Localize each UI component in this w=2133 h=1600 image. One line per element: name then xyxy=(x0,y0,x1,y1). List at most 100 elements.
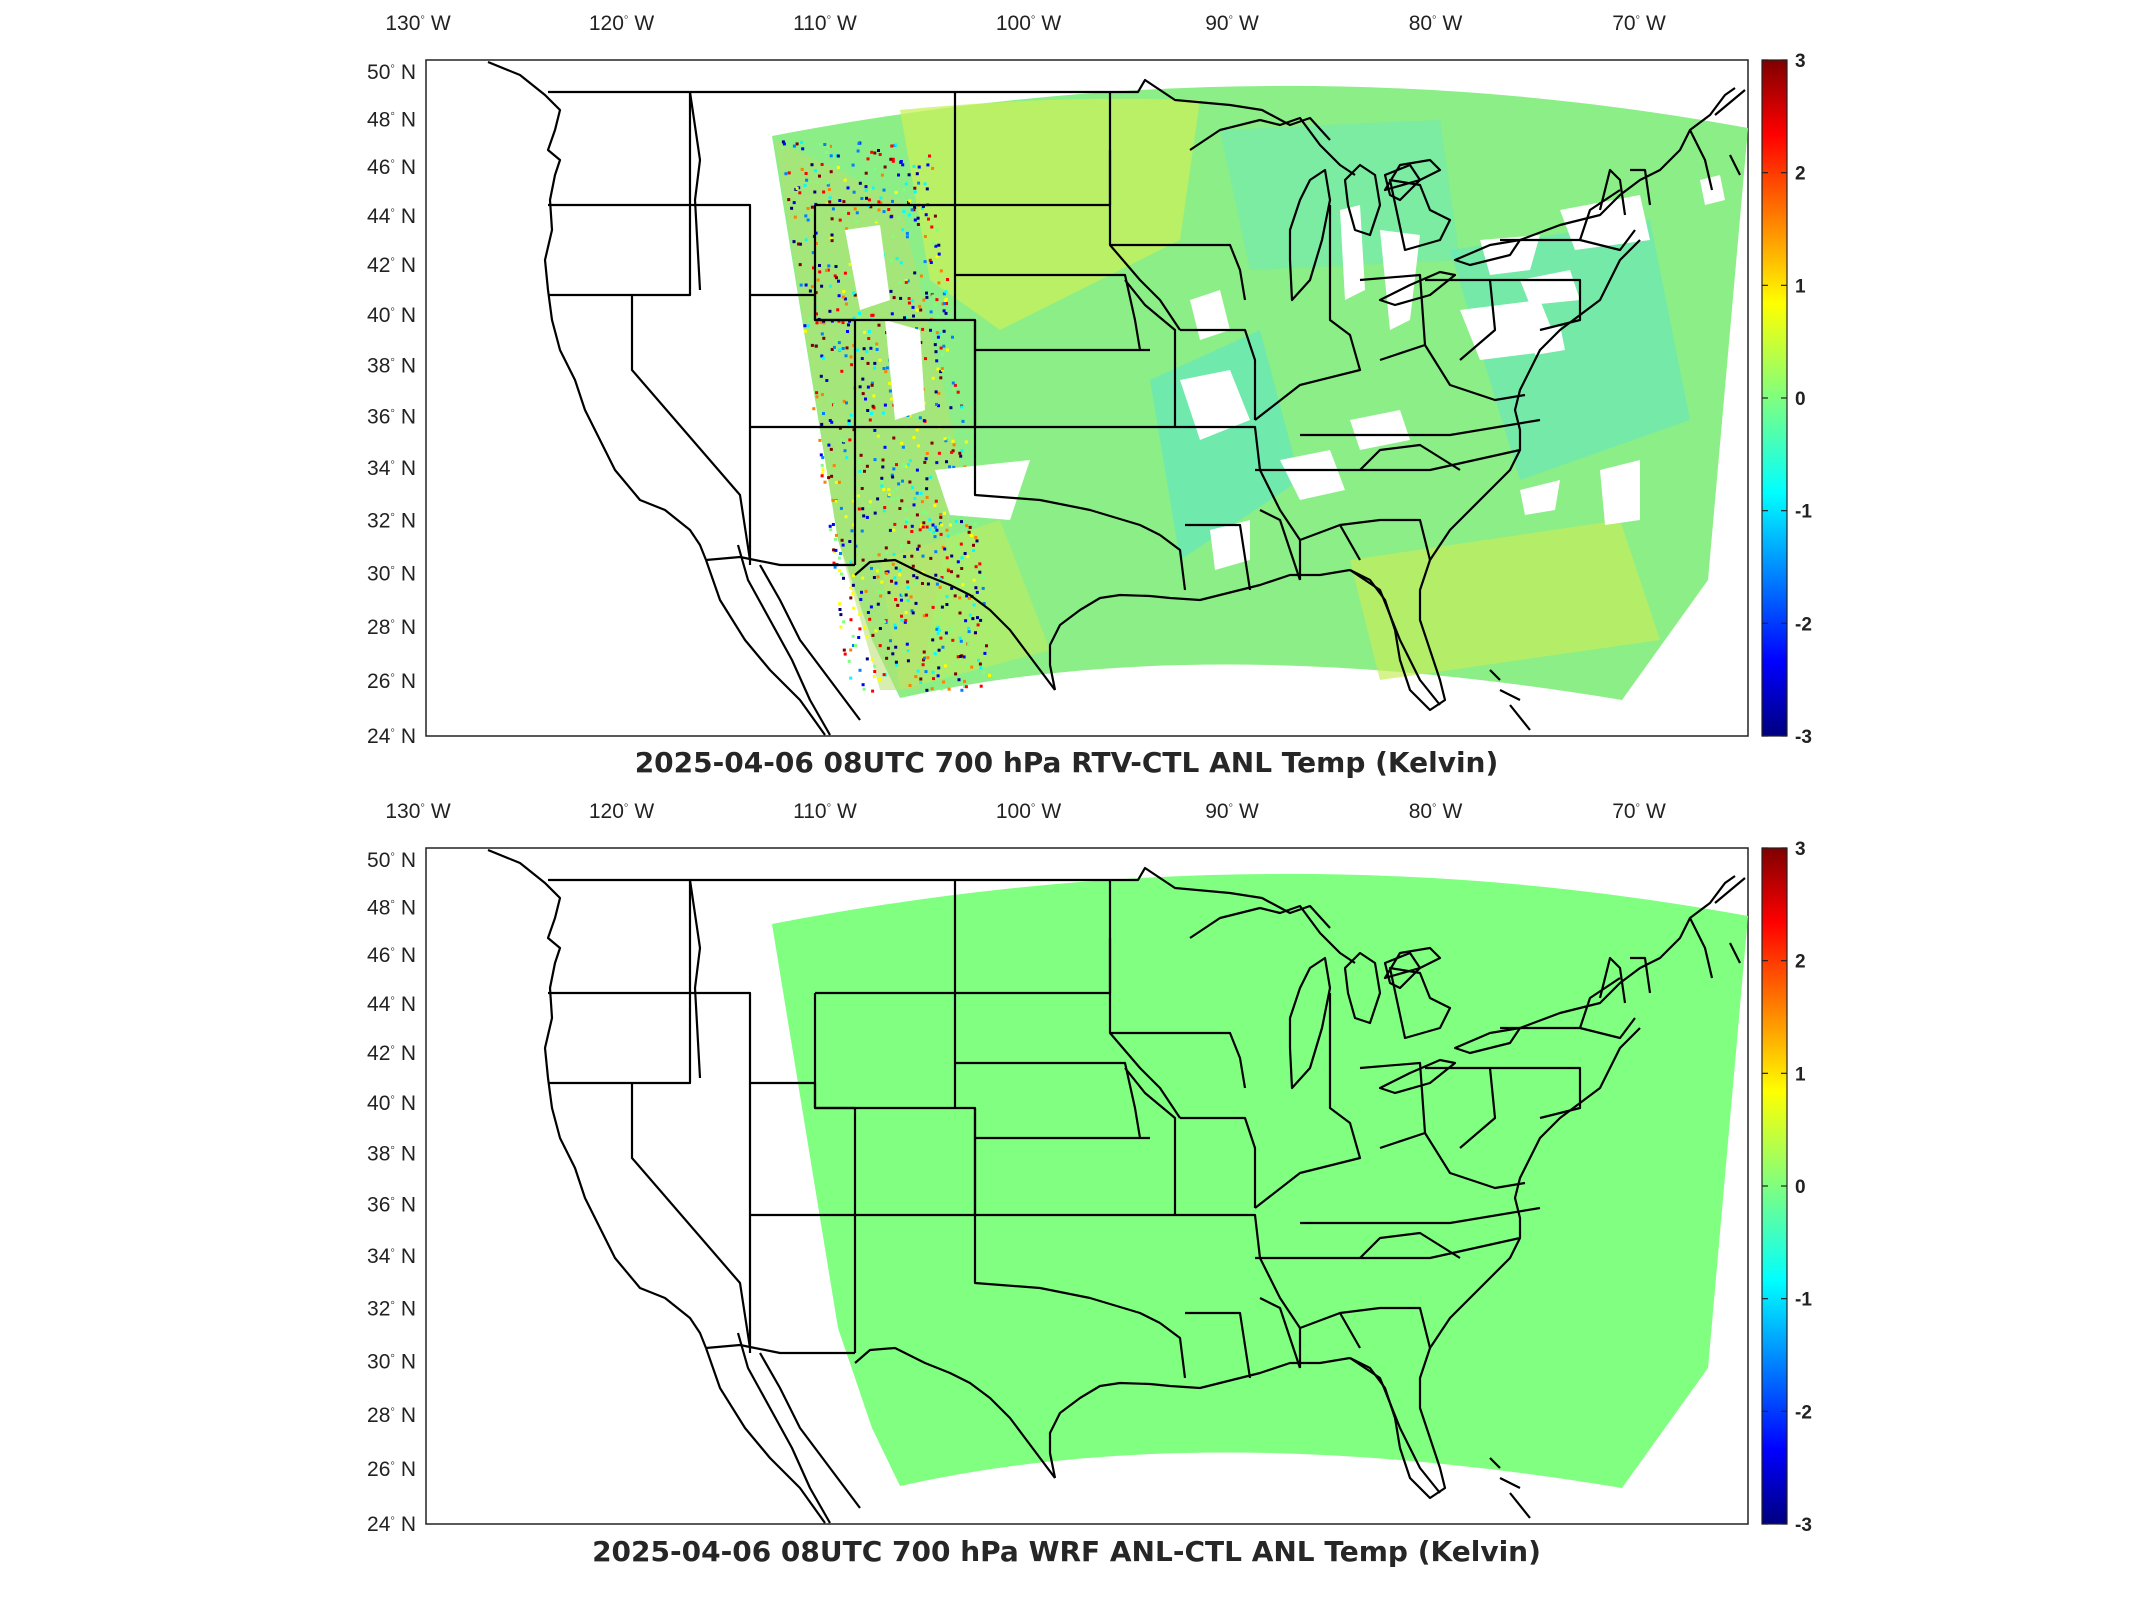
noise-speck xyxy=(928,258,932,262)
noise-speck xyxy=(836,166,840,170)
noise-speck xyxy=(919,341,923,344)
noise-speck xyxy=(929,475,933,479)
noise-speck xyxy=(943,437,947,441)
noise-speck xyxy=(855,496,859,500)
noise-speck xyxy=(967,642,971,646)
noise-speck xyxy=(950,586,954,590)
noise-speck xyxy=(869,346,873,350)
noise-speck xyxy=(982,602,986,605)
lon-tick-labels: 130◦ W 120◦ W 110◦ W 100◦ W 90◦ W 80◦ W 70◦ W xyxy=(385,797,1666,823)
lat-tick-label: 34◦ N xyxy=(367,1242,416,1268)
lat-tick-label: 48◦ N xyxy=(367,893,416,919)
noise-speck xyxy=(829,284,832,288)
noise-speck xyxy=(833,274,837,278)
noise-speck xyxy=(949,406,953,410)
noise-speck xyxy=(939,370,943,374)
lat-tick-labels: 50◦ N 48◦ N 46◦ N 44◦ N 42◦ N 40◦ N 38◦ N 36◦ N… xyxy=(367,846,416,1536)
noise-speck xyxy=(842,200,846,204)
noise-speck xyxy=(917,165,921,169)
noise-speck xyxy=(929,328,932,332)
noise-speck xyxy=(825,269,828,272)
noise-speck xyxy=(858,385,862,389)
noise-speck xyxy=(933,504,937,508)
noise-speck xyxy=(913,186,917,190)
noise-speck xyxy=(979,666,983,670)
noise-speck xyxy=(910,208,914,212)
noise-speck xyxy=(934,550,938,554)
noise-speck xyxy=(840,438,843,442)
lon-tick-label: 100◦ W xyxy=(996,797,1061,823)
noise-speck xyxy=(921,204,925,208)
noise-speck xyxy=(841,347,845,350)
noise-speck xyxy=(971,617,975,621)
noise-speck xyxy=(870,566,873,570)
noise-speck xyxy=(804,283,808,287)
noise-speck xyxy=(828,200,832,204)
noise-speck xyxy=(974,586,978,590)
noise-speck xyxy=(945,528,949,532)
noise-speck xyxy=(937,628,941,632)
noise-speck xyxy=(822,319,826,323)
noise-speck xyxy=(910,299,914,303)
noise-speck xyxy=(830,474,834,478)
lat-tick-labels: 50◦ N 48◦ N 46◦ N 44◦ N 42◦ N 40◦ N 38◦ N 36◦ N… xyxy=(367,58,416,748)
noise-speck xyxy=(842,399,846,403)
noise-speck xyxy=(800,141,803,144)
noise-speck xyxy=(830,239,834,243)
noise-speck xyxy=(798,263,802,267)
noise-speck xyxy=(806,324,810,328)
noise-speck xyxy=(841,295,845,299)
noise-speck xyxy=(893,576,897,580)
noise-speck xyxy=(847,422,851,426)
noise-speck xyxy=(910,486,914,490)
noise-speck xyxy=(819,374,823,378)
noise-speck xyxy=(832,345,836,349)
noise-speck xyxy=(887,493,891,497)
noise-speck xyxy=(830,348,834,351)
noise-speck xyxy=(887,208,891,211)
lon-tick-label: 120◦ W xyxy=(589,9,654,35)
map-figure: 130◦ W 120◦ W 110◦ W 100◦ W 90◦ W 80◦ W 70◦ W … xyxy=(367,9,1812,748)
noise-speck xyxy=(852,291,856,295)
noise-speck xyxy=(900,614,903,618)
noise-speck xyxy=(974,565,978,569)
noise-speck xyxy=(954,519,958,523)
noise-speck xyxy=(820,163,824,166)
noise-speck xyxy=(933,214,937,218)
noise-speck xyxy=(915,428,919,432)
noise-speck xyxy=(905,642,909,646)
noise-speck xyxy=(898,573,902,577)
noise-speck xyxy=(860,357,864,360)
noise-speck xyxy=(968,613,972,617)
noise-speck xyxy=(913,206,917,209)
noise-speck xyxy=(960,556,964,560)
noise-speck xyxy=(951,439,955,443)
noise-speck xyxy=(854,219,858,223)
noise-speck xyxy=(937,391,941,395)
noise-speck xyxy=(922,419,926,423)
noise-speck xyxy=(926,582,930,586)
noise-speck xyxy=(925,295,929,299)
noise-speck xyxy=(958,611,962,615)
noise-speck xyxy=(924,512,928,516)
noise-speck xyxy=(904,508,908,512)
noise-speck xyxy=(963,638,967,642)
noise-speck xyxy=(857,314,861,318)
noise-speck xyxy=(804,172,808,175)
noise-speck xyxy=(897,216,901,220)
noise-speck xyxy=(861,377,865,381)
cool-anomaly-region xyxy=(1450,220,1690,480)
noise-speck xyxy=(849,562,853,566)
noise-speck xyxy=(877,208,881,212)
noise-speck xyxy=(944,297,948,301)
noise-speck xyxy=(952,465,956,469)
noise-speck xyxy=(890,312,894,316)
noise-speck xyxy=(827,264,831,268)
noise-speck xyxy=(837,279,840,283)
noise-speck xyxy=(866,157,870,161)
noise-speck xyxy=(811,251,815,255)
noise-speck xyxy=(831,523,835,526)
noise-speck xyxy=(923,235,927,238)
noise-speck xyxy=(851,592,855,596)
noise-speck xyxy=(932,530,936,534)
